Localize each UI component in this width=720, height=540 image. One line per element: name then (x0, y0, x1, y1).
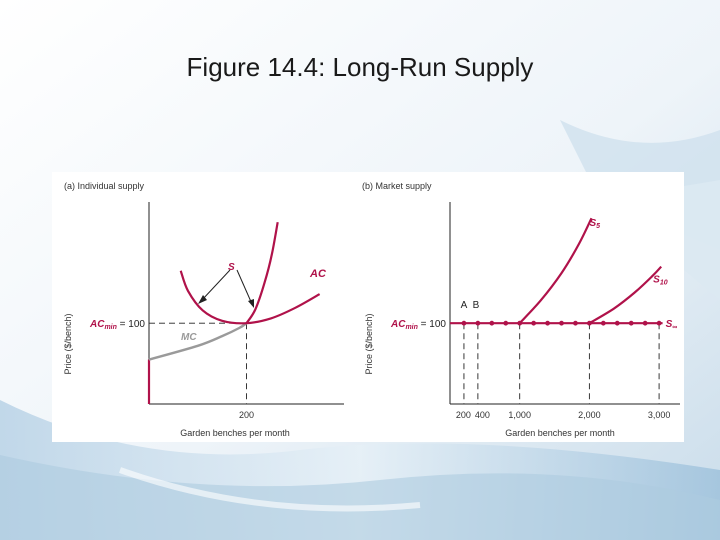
market-point (656, 320, 662, 326)
panel-b-xlabel: Garden benches per month (505, 428, 615, 438)
market-point (628, 320, 634, 326)
acmin-label-text: ACmin = 100 (89, 319, 145, 331)
market-point (573, 320, 578, 326)
panel-b: (b) Market supply Price ($/bench) ACmin … (362, 181, 680, 438)
supply-curve-s (245, 221, 279, 324)
point-b-label: B (473, 300, 480, 311)
s-label-arrow (201, 269, 231, 301)
figure-panel: (a) Individual supply Price ($/bench) AC… (52, 172, 684, 442)
market-point (642, 320, 648, 326)
s-label-arrow-head (198, 295, 207, 304)
s-infinity-label: S∞ (666, 319, 678, 331)
long-run-supply-figure: (a) Individual supply Price ($/bench) AC… (63, 181, 680, 438)
panel-b-x-tick: 400 (475, 410, 490, 420)
panel-b-x-tick: 2,000 (578, 410, 601, 420)
market-point (559, 320, 564, 326)
panel-b-x-tick: 1,000 (508, 410, 531, 420)
s5-label: S5 (589, 218, 600, 230)
market-point (517, 320, 523, 326)
market-point (600, 320, 606, 326)
s5-curve (518, 217, 593, 324)
panel-a-ylabel: Price ($/bench) (63, 313, 73, 374)
panel-a: (a) Individual supply Price ($/bench) AC… (63, 181, 344, 438)
market-point (531, 320, 537, 326)
market-point (545, 320, 550, 326)
panel-b-ylabel: Price ($/bench) (364, 313, 374, 374)
panel-a-xlabel: Garden benches per month (180, 428, 290, 438)
panel-b-title: (b) Market supply (362, 181, 432, 191)
market-point (503, 320, 509, 326)
mc-label: MC (181, 332, 197, 343)
s-to-curve-arrow (236, 269, 253, 305)
market-point (614, 320, 620, 326)
market-point (586, 320, 592, 326)
panel-a-x-tick: 200 (239, 410, 254, 420)
market-point (475, 320, 481, 326)
acmin-label-text: ACmin = 100 (390, 319, 446, 331)
slide-title: Figure 14.4: Long-Run Supply (186, 52, 534, 82)
panel-b-acmin-label: ACmin = 100 (390, 319, 446, 331)
ac-label: AC (309, 268, 327, 280)
panel-b-x-tick: 3,000 (648, 410, 671, 420)
panel-a-title: (a) Individual supply (64, 181, 145, 191)
ac-curve (179, 270, 321, 325)
market-point (489, 320, 495, 326)
s10-curve (588, 265, 663, 325)
panel-b-x-tick: 200 (456, 410, 471, 420)
s-label: S (228, 262, 235, 273)
s10-label: S10 (653, 275, 668, 287)
s-to-curve-arrow-head (248, 299, 254, 308)
mc-curve (148, 322, 248, 361)
market-point (461, 320, 467, 326)
point-a-label: A (461, 300, 468, 311)
panel-a-acmin-label: ACmin = 100 (89, 319, 145, 331)
